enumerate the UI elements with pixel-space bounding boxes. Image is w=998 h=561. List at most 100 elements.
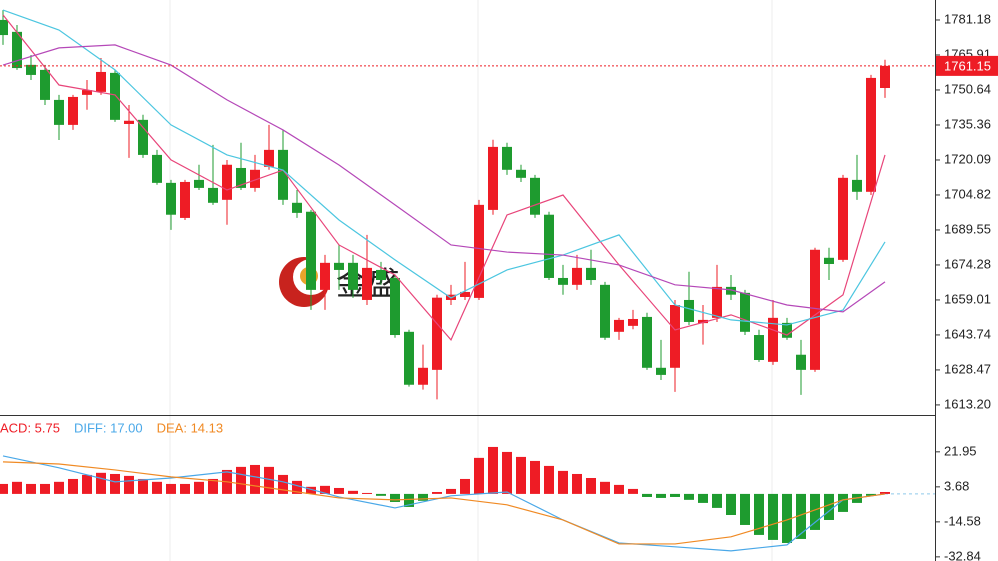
macd-bar xyxy=(376,493,386,496)
y-tick-label: 1613.20 xyxy=(944,396,991,411)
y-tick-label: 1659.01 xyxy=(944,291,991,306)
candle-body xyxy=(782,322,792,338)
line xyxy=(2,9,886,326)
macd-bar xyxy=(250,464,260,494)
macd-bar xyxy=(40,483,50,494)
candle-body xyxy=(138,119,148,155)
macd-bar xyxy=(488,446,498,494)
candle-body xyxy=(404,331,414,385)
macd-bar xyxy=(530,460,540,494)
macd-bar xyxy=(670,493,680,497)
candle-body xyxy=(292,202,302,213)
macd-bar xyxy=(334,487,344,494)
macd-bar xyxy=(866,493,876,496)
macd-bar xyxy=(264,466,274,494)
macd-bar xyxy=(712,493,722,508)
candle-body xyxy=(488,146,498,210)
candle-body xyxy=(110,72,120,120)
candle-body xyxy=(684,299,694,322)
candle-body xyxy=(796,354,806,370)
macd-bar xyxy=(306,486,316,494)
y-tick-label: 1628.47 xyxy=(944,361,991,376)
y-tick-label: 1735.36 xyxy=(944,116,991,131)
candle-body xyxy=(82,90,92,95)
macd-bar xyxy=(0,483,8,494)
macd-bar xyxy=(586,477,596,494)
macd-bar xyxy=(96,472,106,494)
macd-bar xyxy=(628,488,638,494)
last-price-label: 1761.15 xyxy=(944,58,991,73)
candle-body xyxy=(740,292,750,332)
macd-bar xyxy=(292,480,302,494)
candle-body xyxy=(432,297,442,370)
candle-body xyxy=(362,267,372,300)
legend-entry: DEA: 14.13 xyxy=(157,420,224,435)
y-tick-label: 1643.74 xyxy=(944,326,991,341)
candle-body xyxy=(278,149,288,200)
macd-bar xyxy=(502,451,512,494)
candle-body xyxy=(460,291,470,297)
candle-body xyxy=(418,367,428,385)
candle-body xyxy=(572,267,582,285)
candle-body xyxy=(96,71,106,92)
macd-bar xyxy=(278,474,288,494)
candle-body xyxy=(236,167,246,188)
line xyxy=(2,455,886,552)
legend-entry: DIFF: 17.00 xyxy=(74,420,143,435)
candle-body xyxy=(754,335,764,361)
candle-body xyxy=(40,69,50,100)
y-tick-label: 1689.55 xyxy=(944,221,991,236)
y-tick-label: -14.58 xyxy=(944,513,981,528)
candle-body xyxy=(334,262,344,270)
macd-bar xyxy=(782,493,792,543)
y-tick-label: 1674.28 xyxy=(944,256,991,271)
y-tick-label: 1720.09 xyxy=(944,151,991,166)
macd-bar xyxy=(614,484,624,494)
candle-body xyxy=(306,211,316,290)
candle-body xyxy=(880,65,890,88)
candle-body xyxy=(628,318,638,326)
candle-body xyxy=(376,269,386,281)
line xyxy=(2,461,886,545)
macd-bar xyxy=(236,466,246,494)
macd-bar xyxy=(180,483,190,494)
candle-body xyxy=(502,146,512,170)
candle-body xyxy=(474,204,484,298)
candle-body xyxy=(26,64,36,75)
y-tick-label: -32.84 xyxy=(944,548,981,561)
macd-bar xyxy=(194,481,204,494)
macd-bar xyxy=(432,491,442,494)
macd-bar xyxy=(12,481,22,494)
candle-body xyxy=(656,367,666,375)
candle-body xyxy=(824,257,834,264)
candle-body xyxy=(838,177,848,260)
macd-bar xyxy=(418,493,428,501)
macd-bar xyxy=(208,478,218,494)
y-tick-label: 21.95 xyxy=(944,443,977,458)
macd-bar xyxy=(824,493,834,520)
macd-bar xyxy=(82,474,92,494)
macd-bar xyxy=(544,465,554,494)
candle-body xyxy=(614,319,624,332)
candle-body xyxy=(810,249,820,370)
candle-body xyxy=(54,99,64,125)
macd-bar xyxy=(54,481,64,494)
candle-body xyxy=(586,267,596,281)
candle-body xyxy=(348,262,358,290)
candle-body xyxy=(264,149,274,167)
macd-bar xyxy=(796,493,806,539)
macd-bar xyxy=(740,493,750,525)
macd-bar xyxy=(348,490,358,494)
candle-body xyxy=(320,262,330,290)
macd-bar xyxy=(138,478,148,494)
candle-body xyxy=(208,187,218,203)
candle-body xyxy=(152,154,162,183)
macd-bar xyxy=(166,483,176,494)
macd-bar xyxy=(320,485,330,494)
macd-bar xyxy=(26,483,36,494)
y-tick-label: 1704.82 xyxy=(944,186,991,201)
macd-bar xyxy=(726,493,736,515)
macd-bar xyxy=(110,473,120,494)
